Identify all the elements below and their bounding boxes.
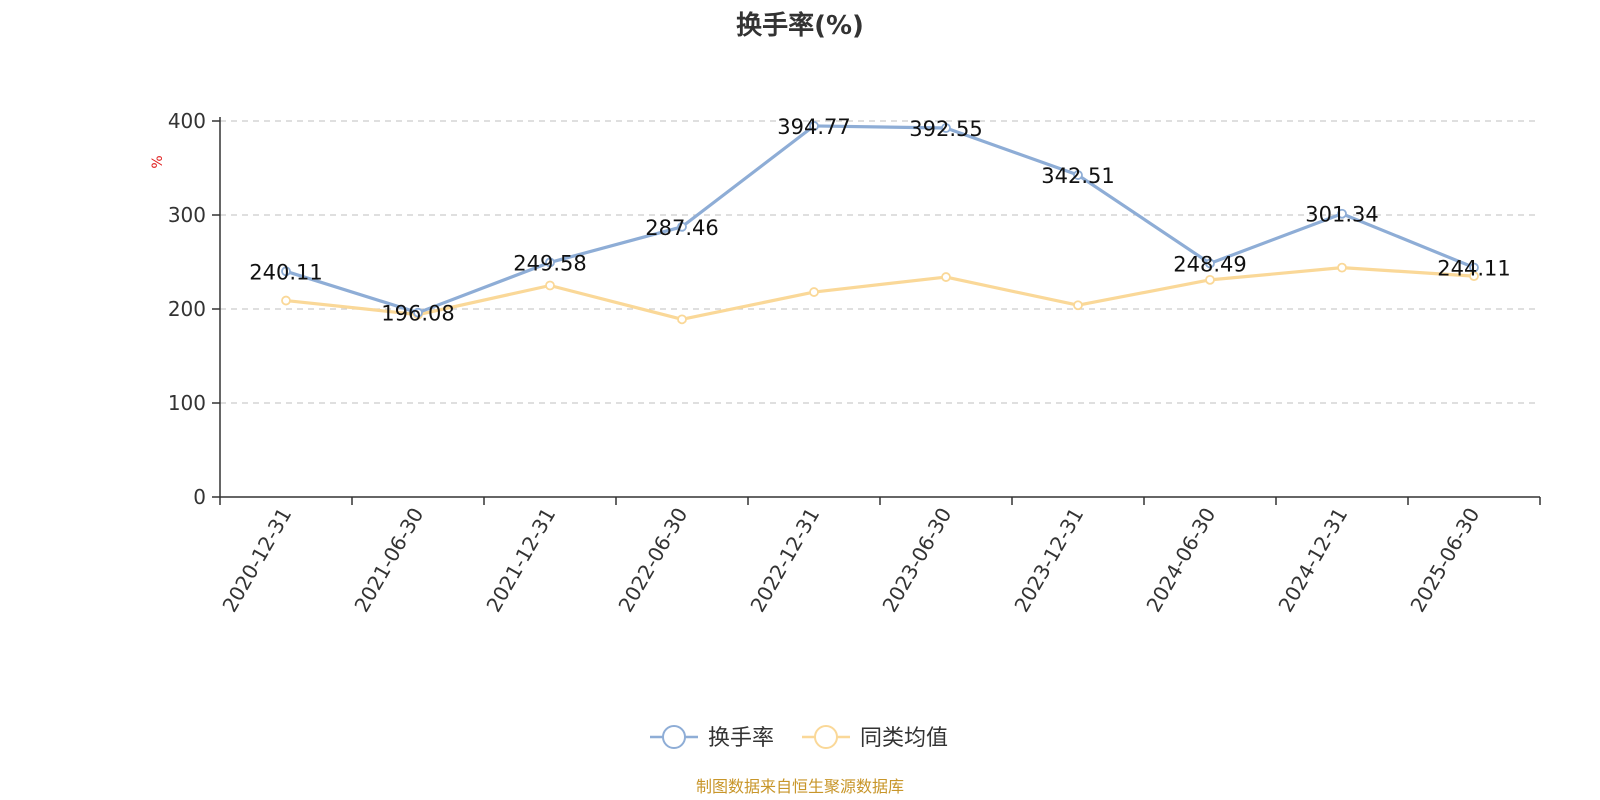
legend-label-0: 换手率: [708, 726, 774, 751]
data-label: 249.58: [513, 251, 586, 275]
x-tick-label: 2022-06-30: [613, 504, 692, 617]
legend-marker-0: [662, 725, 686, 749]
data-point: [1073, 170, 1083, 180]
x-tick-label: 2023-12-31: [1009, 504, 1088, 617]
data-point: [1205, 274, 1215, 285]
y-tick-label: 300: [168, 203, 206, 227]
data-labels: 240.11 196.08 249.58 287.46 394.77 392.55 342.…: [249, 115, 1510, 326]
axes: 0 100 200 300 400 2020-12-31 2021-06-30 2021-12…: [168, 109, 1541, 617]
data-point: [1205, 258, 1215, 269]
data-point: [545, 257, 555, 268]
data-point: [809, 287, 819, 297]
data-label: 248.49: [1173, 252, 1246, 276]
x-tick-label: 2025-06-30: [1405, 504, 1484, 617]
grid-lines: [220, 120, 1540, 404]
data-label: 244.11: [1437, 257, 1510, 281]
data-point: [941, 123, 951, 133]
data-label: 287.46: [645, 216, 718, 240]
data-point: [677, 314, 687, 325]
data-point: [413, 307, 423, 318]
data-point: [809, 121, 819, 131]
legend-label-1: 同类均值: [860, 726, 948, 751]
x-tick-label: 2021-06-30: [349, 504, 428, 617]
data-label: 342.51: [1041, 164, 1114, 188]
data-point: [281, 266, 291, 277]
data-label: 196.08: [381, 302, 454, 326]
x-tick-label: 2020-12-31: [217, 504, 296, 617]
data-point: [677, 221, 687, 232]
x-tick-label: 2024-12-31: [1273, 504, 1352, 617]
data-point: [1469, 262, 1479, 273]
data-point: [281, 295, 291, 306]
y-tick-label: 400: [168, 109, 206, 133]
series-group: [281, 121, 1479, 325]
data-point: [1337, 262, 1347, 273]
y-axis-unit-label: %: [150, 155, 166, 168]
data-label: 392.55: [909, 117, 982, 141]
series-line-0: [285, 124, 1475, 315]
x-tick-label: 2024-06-30: [1141, 504, 1220, 617]
data-label: 394.77: [777, 115, 850, 139]
data-point: [1073, 300, 1083, 311]
y-tick-label: 200: [168, 297, 206, 321]
data-point: [941, 272, 951, 282]
legend: 换手率 同类均值: [650, 725, 948, 751]
data-label: 301.34: [1305, 203, 1378, 227]
legend-marker-1: [814, 725, 838, 749]
x-tick-label: 2021-12-31: [481, 504, 560, 617]
data-point: [1337, 208, 1347, 219]
chart-title: 换手率(%): [736, 10, 864, 41]
source-note: 制图数据来自恒生聚源数据库: [696, 777, 904, 796]
data-point: [545, 280, 555, 291]
data-label: 240.11: [249, 260, 322, 284]
y-tick-label: 100: [168, 391, 206, 415]
x-tick-label: 2022-12-31: [745, 504, 824, 617]
series-line-1: [285, 266, 1475, 321]
x-tick-label: 2023-06-30: [877, 504, 956, 617]
y-tick-label: 0: [193, 485, 206, 509]
